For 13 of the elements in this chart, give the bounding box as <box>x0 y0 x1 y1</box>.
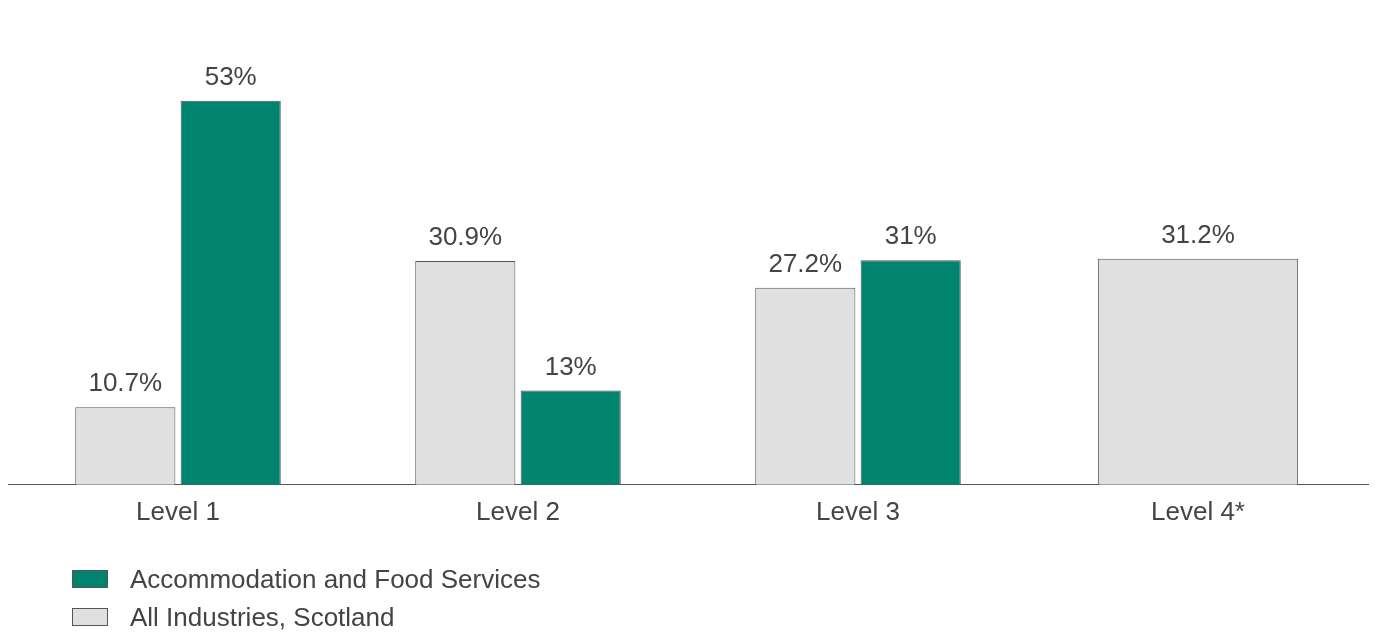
data-label: 27.2% <box>768 247 843 278</box>
data-label: 10.7% <box>88 367 163 398</box>
x-tick-label: Level 3 <box>816 495 900 526</box>
data-label: 30.9% <box>428 221 503 252</box>
data-label: 31% <box>884 220 937 251</box>
x-tick-label: Level 1 <box>136 495 220 526</box>
data-label: 31.2% <box>1161 218 1235 249</box>
legend-label: Accommodation and Food Services <box>130 563 541 595</box>
legend-label: All Industries, Scotland <box>130 601 395 633</box>
data-label: 13% <box>544 350 597 381</box>
x-tick-label: Level 2 <box>476 495 560 526</box>
x-tick-label: Level 4* <box>1151 495 1245 526</box>
data-label: 53% <box>204 60 257 91</box>
